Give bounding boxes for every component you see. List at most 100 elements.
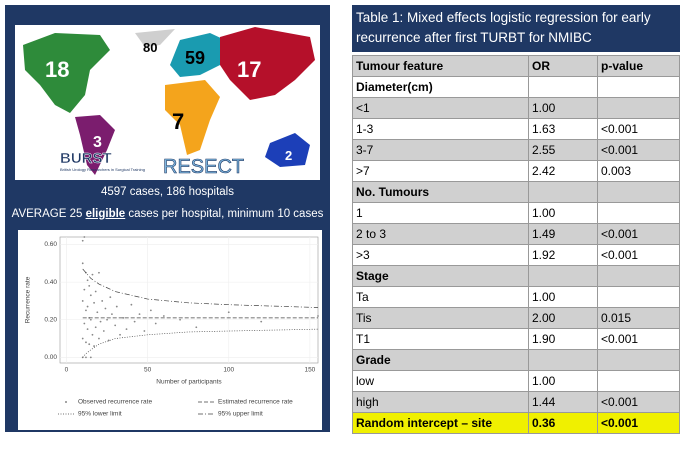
table-cell: high [352, 391, 529, 413]
table-cell: Grade [352, 349, 529, 371]
point [130, 303, 133, 306]
plot-frame [59, 236, 319, 364]
table-row: No. Tumours [352, 181, 680, 203]
table-cell [528, 76, 598, 98]
point [83, 322, 86, 325]
australia [265, 133, 310, 167]
table-row: 2 to 3 1.49 <0.001 [352, 223, 680, 245]
table-cell: Diameter(cm) [352, 76, 529, 98]
x-tick-label: 100 [223, 367, 234, 374]
table-cell: 1.00 [528, 202, 598, 224]
point [109, 296, 112, 299]
table-cell: <0.001 [597, 328, 680, 350]
table-cell [597, 181, 680, 203]
point [154, 322, 157, 325]
legend-swatch [65, 401, 67, 403]
point [227, 311, 230, 314]
table-row: Ta 1.00 [352, 286, 680, 308]
table-cell: <0.001 [597, 139, 680, 161]
point [98, 337, 100, 340]
table-cell [528, 265, 598, 287]
point [91, 273, 94, 276]
africa [165, 80, 220, 155]
emphasis: eligible [85, 208, 126, 220]
table-cell: <0.001 [597, 118, 680, 140]
region-count: 3 [93, 134, 102, 151]
point [91, 333, 94, 336]
point [86, 328, 89, 331]
line [82, 328, 319, 358]
table-row: 1-3 1.63 <0.001 [352, 118, 680, 140]
text: AVERAGE 25 [11, 208, 83, 220]
point [111, 313, 113, 316]
summary-line: 4597 cases, 186 hospitals [101, 186, 234, 198]
table-row: Grade [352, 349, 680, 371]
table-title: Table 1: Mixed effects logistic regressi… [352, 5, 680, 52]
point [138, 313, 141, 316]
table-cell [597, 76, 680, 98]
table-row: >3 1.92 <0.001 [352, 244, 680, 266]
table-cell: 1.63 [528, 118, 598, 140]
table-row: 1 1.00 [352, 202, 680, 224]
y-axis-label: Recurrence rate [25, 276, 32, 323]
point [195, 326, 198, 329]
table-row: Random intercept – site 0.36 <0.001 [352, 412, 680, 434]
table-cell: 2.00 [528, 307, 598, 329]
table-cell: 1.00 [528, 370, 598, 392]
table-cell [528, 349, 598, 371]
point [81, 239, 84, 242]
table-cell: p-value [597, 55, 680, 77]
table-cell: 0.003 [597, 160, 680, 182]
logo-burst: BURST [60, 150, 112, 167]
region-labels: 18 80 59 17 3 7 2 [45, 40, 292, 163]
table-cell: 1.90 [528, 328, 598, 350]
point [83, 288, 86, 291]
left-panel: 18 80 59 17 3 7 2 BURST British Urology Resear… [5, 5, 330, 432]
y-tick-label: 0.40 [44, 279, 57, 286]
point [101, 300, 104, 302]
table-cell: Stage [352, 265, 529, 287]
table-cell: 1.00 [528, 286, 598, 308]
table-cell: >3 [352, 244, 529, 266]
table-cell: low [352, 370, 529, 392]
table-cell [528, 181, 598, 203]
point [93, 345, 95, 347]
point [143, 330, 146, 332]
table-cell: OR [528, 55, 598, 77]
table-row: <1 1.00 [352, 97, 680, 119]
point [85, 309, 87, 312]
table-cell: Tumour feature [352, 55, 529, 77]
funnel-plot: Recurrence rate Number of participants 0… [18, 230, 322, 430]
table-panel: Table 1: Mixed effects logistic regressi… [352, 5, 680, 434]
table-cell: 2 to 3 [352, 223, 529, 245]
point [89, 294, 92, 297]
table-cell: <0.001 [597, 244, 680, 266]
table-cell: <0.001 [597, 391, 680, 413]
logo-subtitle: British Urology Researchers in Surgical … [60, 167, 145, 172]
point [114, 324, 117, 327]
point [115, 305, 118, 308]
point [133, 320, 136, 323]
table-cell: 1.44 [528, 391, 598, 413]
legend-label: 95% upper limit [218, 411, 263, 418]
y-tick-label: 0.00 [44, 354, 57, 361]
point [88, 284, 91, 287]
point [89, 356, 92, 359]
x-tick-label: 50 [144, 367, 152, 374]
region-count: 7 [172, 109, 184, 134]
south-america [75, 115, 115, 175]
point [94, 326, 97, 329]
region-count: 80 [143, 40, 157, 55]
table-row: Diameter(cm) [352, 76, 680, 98]
point [260, 320, 263, 323]
point [83, 236, 86, 238]
table-cell: Tis [352, 307, 529, 329]
point [89, 318, 92, 321]
point [81, 262, 84, 265]
table-row: 3-7 2.55 <0.001 [352, 139, 680, 161]
table-cell [597, 349, 680, 371]
table-cell [597, 202, 680, 224]
x-tick-label: 150 [304, 367, 315, 374]
table-row: >7 2.42 0.003 [352, 160, 680, 182]
